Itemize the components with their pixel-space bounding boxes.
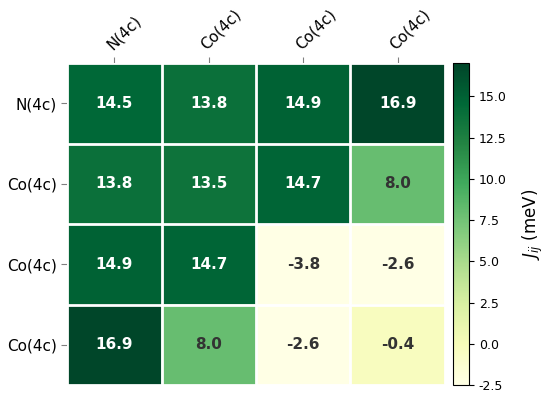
Text: 14.7: 14.7: [190, 257, 228, 272]
Text: 8.0: 8.0: [195, 337, 222, 352]
Text: 14.9: 14.9: [96, 257, 133, 272]
Y-axis label: $J_{ij}$ (meV): $J_{ij}$ (meV): [520, 188, 544, 260]
Text: 16.9: 16.9: [379, 96, 416, 111]
Text: 13.8: 13.8: [96, 176, 133, 192]
Text: -2.6: -2.6: [287, 337, 320, 352]
Text: -0.4: -0.4: [381, 337, 414, 352]
Text: 13.5: 13.5: [190, 176, 228, 192]
Text: 14.5: 14.5: [96, 96, 133, 111]
Text: 16.9: 16.9: [96, 337, 133, 352]
Text: -3.8: -3.8: [287, 257, 320, 272]
Text: 13.8: 13.8: [190, 96, 228, 111]
Text: 8.0: 8.0: [384, 176, 411, 192]
Text: 14.9: 14.9: [284, 96, 322, 111]
Text: -2.6: -2.6: [381, 257, 415, 272]
Text: 14.7: 14.7: [284, 176, 322, 192]
